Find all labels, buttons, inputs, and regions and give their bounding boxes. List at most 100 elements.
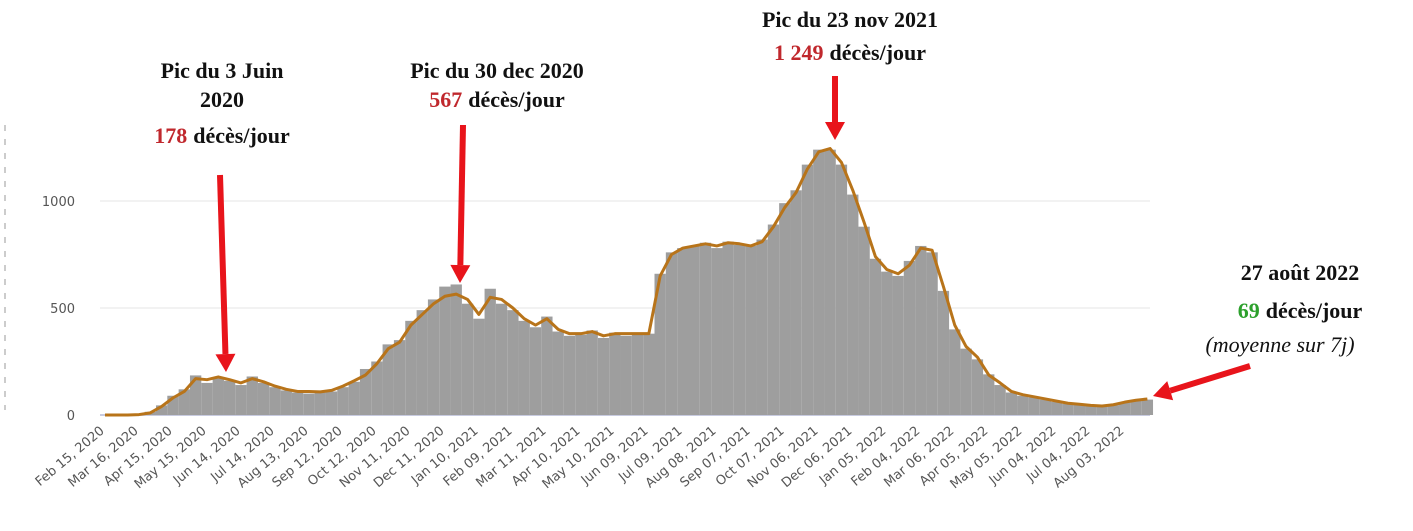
bar: [847, 194, 859, 415]
arrow-shaft: [1169, 363, 1251, 394]
bar: [1017, 395, 1029, 415]
bar: [212, 377, 224, 415]
bar: [223, 380, 236, 415]
bar: [903, 260, 916, 415]
bar: [337, 387, 349, 415]
bar: [382, 344, 394, 415]
arrow-head: [215, 353, 236, 372]
bar: [869, 258, 882, 415]
bar: [994, 385, 1006, 415]
bar: [722, 241, 734, 415]
bar: [371, 361, 383, 415]
arrow-head: [825, 122, 845, 140]
bar: [915, 245, 927, 415]
bar: [835, 164, 848, 415]
bar: [1039, 399, 1052, 415]
bar: [439, 286, 451, 415]
bar: [620, 335, 632, 415]
bar: [937, 290, 950, 415]
bar: [541, 316, 553, 415]
bar: [1130, 400, 1142, 415]
y-tick-label: 500: [50, 302, 75, 317]
bar: [291, 392, 304, 415]
bar: [269, 387, 281, 415]
bar: [1107, 405, 1120, 415]
bar: [529, 327, 542, 415]
bar: [1096, 406, 1108, 415]
bar: [325, 391, 338, 415]
bar: [552, 331, 564, 415]
annotation-value: 567 décès/jour: [429, 87, 565, 112]
annotation-unit: décès/jour: [1266, 298, 1363, 323]
bar: [201, 382, 213, 415]
bar: [699, 242, 712, 415]
annotation-number: 567: [429, 87, 462, 112]
annotation-title: Pic du 30 dec 2020: [410, 58, 584, 83]
bar: [983, 374, 995, 415]
bar: [575, 334, 587, 415]
bar: [563, 335, 576, 415]
bar: [1062, 403, 1074, 415]
annotation-number: 178: [154, 123, 187, 148]
arrow-head: [1153, 381, 1174, 401]
bar: [745, 245, 757, 415]
bar: [473, 318, 485, 415]
bar: [405, 320, 417, 415]
annotation-title: 2020: [200, 87, 244, 112]
bar: [167, 395, 179, 415]
bar: [155, 405, 168, 415]
bar: [677, 248, 689, 415]
bar: [609, 332, 621, 415]
bar: [597, 337, 610, 415]
bar: [1028, 397, 1040, 415]
bar: [1141, 399, 1154, 415]
annotation-number: 1 249: [774, 40, 824, 65]
bar: [461, 303, 474, 415]
bar: [949, 329, 961, 415]
bar: [711, 248, 723, 415]
bar: [858, 226, 870, 415]
bar: [359, 368, 372, 415]
bar: [518, 320, 530, 415]
bar: [801, 164, 814, 415]
annotation-number: 69: [1238, 298, 1260, 323]
bar: [348, 381, 360, 415]
annotation-value: 1 249 décès/jour: [774, 40, 926, 65]
bar: [688, 245, 700, 415]
bar: [280, 390, 292, 415]
bar: [1051, 401, 1063, 415]
bar: [257, 382, 270, 415]
bar: [246, 376, 258, 415]
y-tick-label: 0: [67, 409, 75, 424]
annotation-title: Pic du 3 Juin: [161, 58, 284, 83]
bar: [1119, 402, 1131, 415]
bar: [484, 288, 496, 415]
bar: [586, 330, 598, 415]
bar: [1073, 404, 1086, 415]
arrow-shaft: [457, 124, 466, 266]
bar: [314, 392, 326, 415]
annotation-note: (moyenne sur 7j): [1205, 332, 1354, 357]
bar: [507, 310, 519, 415]
bar: [892, 275, 904, 415]
bar: [1005, 392, 1018, 415]
bar: [631, 332, 644, 415]
annotation-value: 69 décès/jour: [1238, 298, 1363, 323]
bar: [416, 310, 428, 415]
annotation-unit: décès/jour: [193, 123, 290, 148]
arrow-head: [450, 264, 471, 283]
bar: [790, 190, 802, 415]
bar: [393, 340, 406, 415]
bar: [813, 149, 825, 415]
bar: [733, 244, 746, 415]
bar: [1085, 405, 1097, 415]
bar: [450, 284, 462, 415]
bar: [960, 348, 972, 415]
bar: [178, 389, 190, 415]
bar: [643, 333, 655, 415]
annotation-value: 178 décès/jour: [154, 123, 290, 148]
bar: [303, 393, 315, 415]
annotation-title: 27 août 2022: [1241, 260, 1360, 285]
bar: [971, 359, 984, 415]
